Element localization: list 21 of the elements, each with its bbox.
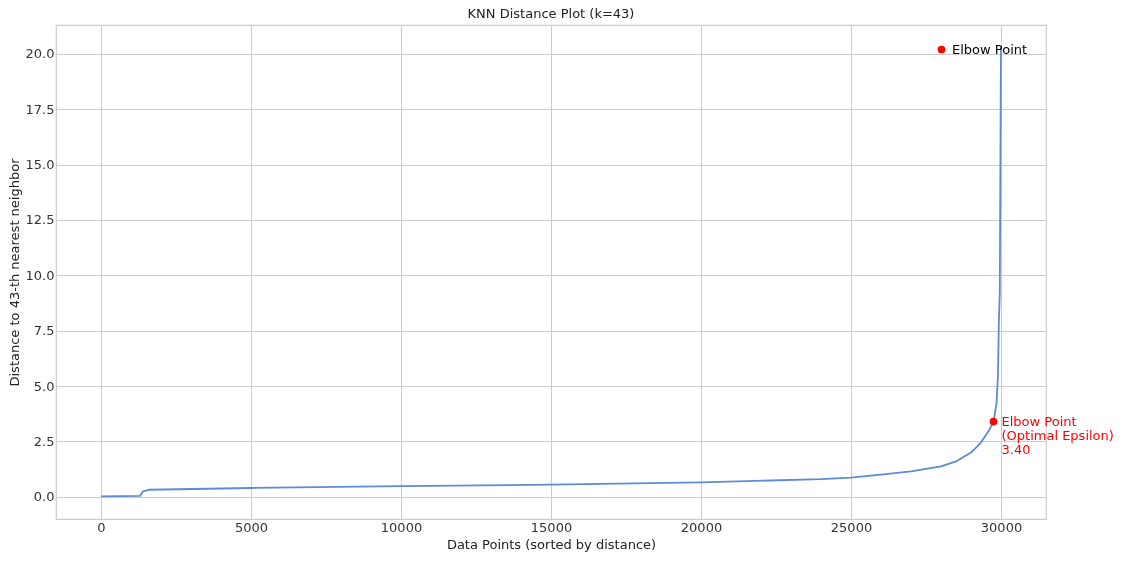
x-tick-label: 5000 bbox=[234, 519, 269, 535]
x-tick-label: 10000 bbox=[380, 519, 423, 535]
y-tick-label: 5.0 bbox=[33, 378, 55, 394]
y-tick-label: 20.0 bbox=[25, 46, 55, 62]
y-tick-label: 15.0 bbox=[25, 157, 55, 173]
y-tick-label: 17.5 bbox=[25, 101, 55, 117]
y-tick-label: 0.0 bbox=[33, 489, 55, 505]
x-tick-label: 30000 bbox=[980, 519, 1023, 535]
chart-title: KNN Distance Plot (k=43) bbox=[467, 6, 635, 21]
y-tick-label: 2.5 bbox=[33, 433, 55, 449]
y-tick-label: 10.0 bbox=[25, 267, 55, 283]
x-tick-label: 15000 bbox=[530, 519, 573, 535]
y-tick-label: 7.5 bbox=[33, 323, 55, 339]
y-tick-label: 12.5 bbox=[25, 212, 55, 228]
legend-label: Elbow Point bbox=[952, 41, 1028, 57]
x-axis-title: Data Points (sorted by distance) bbox=[446, 536, 657, 552]
annotation: Elbow Point (Optimal Epsilon) 3.40 bbox=[1001, 413, 1114, 457]
x-tick-label: 0 bbox=[97, 519, 106, 535]
y-axis-title: Distance to 43-th nearest neighbor bbox=[6, 157, 22, 387]
x-tick-label: 25000 bbox=[830, 519, 873, 535]
x-tick-label: 20000 bbox=[680, 519, 723, 535]
